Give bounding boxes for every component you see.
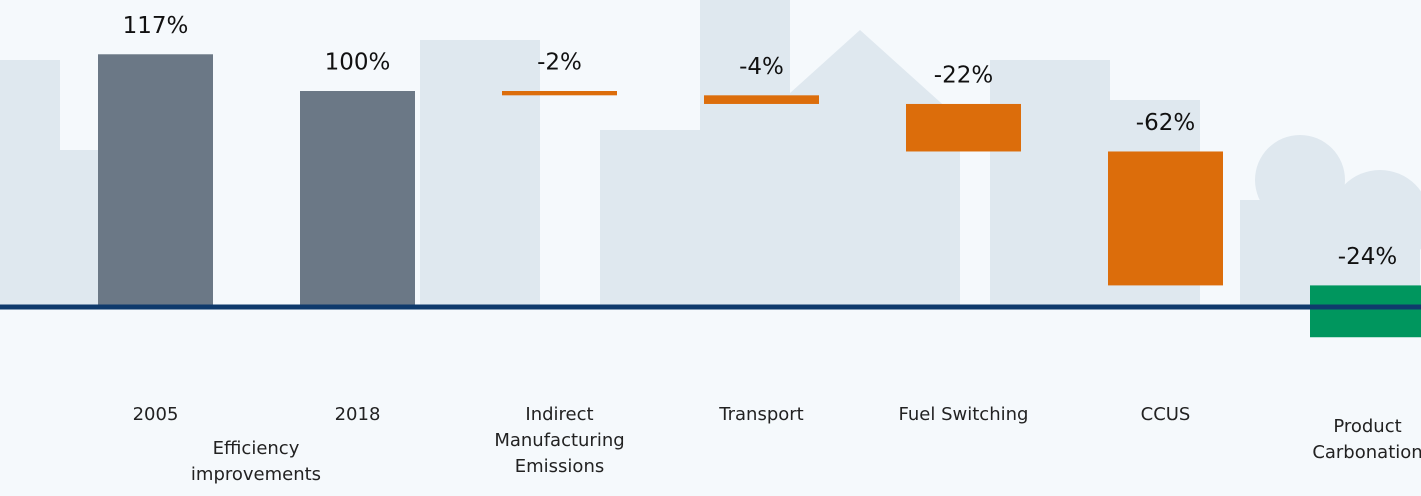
x-tick-label: Fuel Switching <box>884 402 1044 428</box>
bar <box>906 104 1021 152</box>
x-tick-label: Transport <box>682 402 842 428</box>
value-label: -22% <box>934 62 993 88</box>
value-label: -2% <box>537 50 582 76</box>
value-label: 100% <box>325 50 391 76</box>
bar <box>1108 151 1223 285</box>
x-tick-label: Indirect Manufacturing Emissions <box>480 402 640 480</box>
x-tick-label: CCUS <box>1086 402 1246 428</box>
page: 117% 100% -2% -4% -22% -62% -24% Efficiency im… <box>0 0 1421 496</box>
value-label: -4% <box>739 54 784 80</box>
bar <box>502 91 617 95</box>
bar <box>98 54 213 307</box>
value-label: 117% <box>123 13 189 39</box>
value-label: -62% <box>1136 110 1195 136</box>
x-tick-label: 2018 <box>298 402 418 428</box>
bar <box>1310 285 1421 337</box>
group-label: Efficiency improvements <box>171 436 341 488</box>
x-tick-label: 2005 <box>96 402 216 428</box>
value-label: -24% <box>1338 244 1397 270</box>
bar <box>300 91 415 307</box>
bar <box>704 95 819 104</box>
x-tick-label: Product Carbonation <box>1288 414 1421 466</box>
